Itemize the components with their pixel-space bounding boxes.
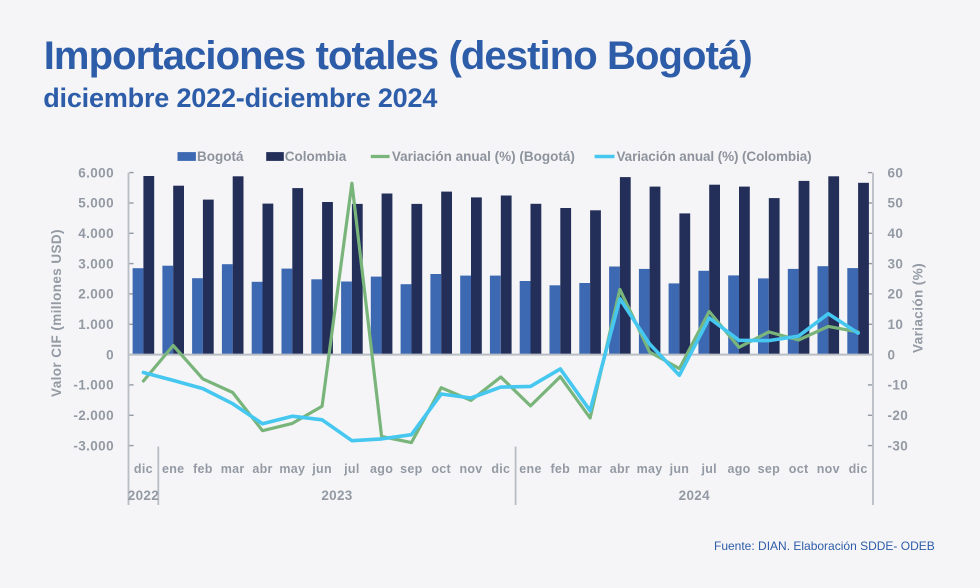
svg-text:mar: mar xyxy=(578,462,602,476)
svg-text:dic: dic xyxy=(134,462,153,476)
svg-text:-2.000: -2.000 xyxy=(73,408,114,423)
svg-text:dic: dic xyxy=(849,462,868,476)
svg-text:-10: -10 xyxy=(888,378,909,393)
svg-text:ago: ago xyxy=(370,462,393,476)
svg-text:dic: dic xyxy=(491,462,510,476)
svg-text:Bogotá: Bogotá xyxy=(197,149,244,164)
svg-text:1.000: 1.000 xyxy=(78,317,114,332)
svg-text:jul: jul xyxy=(343,462,359,476)
svg-text:jun: jun xyxy=(669,462,690,476)
svg-text:ene: ene xyxy=(162,462,184,476)
svg-text:sep: sep xyxy=(400,462,423,476)
svg-text:0: 0 xyxy=(888,347,896,362)
svg-text:ago: ago xyxy=(727,462,750,476)
svg-text:-1.000: -1.000 xyxy=(73,378,114,393)
svg-text:2022: 2022 xyxy=(128,488,159,503)
svg-text:-3.000: -3.000 xyxy=(73,438,114,453)
svg-text:oct: oct xyxy=(789,462,809,476)
svg-text:nov: nov xyxy=(459,462,482,476)
svg-text:Valor CIF (millones USD): Valor CIF (millones USD) xyxy=(49,229,64,397)
svg-text:jun: jun xyxy=(311,462,332,476)
svg-text:feb: feb xyxy=(550,462,570,476)
svg-text:20: 20 xyxy=(888,287,904,302)
svg-text:6.000: 6.000 xyxy=(78,165,114,180)
svg-text:jul: jul xyxy=(700,462,716,476)
svg-text:2.000: 2.000 xyxy=(78,287,114,302)
svg-text:-20: -20 xyxy=(888,408,909,423)
svg-text:-30: -30 xyxy=(888,438,909,453)
svg-text:ene: ene xyxy=(519,462,541,476)
svg-text:2024: 2024 xyxy=(679,488,710,503)
svg-text:feb: feb xyxy=(193,462,213,476)
svg-text:nov: nov xyxy=(817,462,840,476)
svg-text:Variación anual (%) (Bogotá): Variación anual (%) (Bogotá) xyxy=(392,149,575,164)
svg-text:10: 10 xyxy=(888,317,904,332)
svg-text:may: may xyxy=(279,462,305,476)
svg-text:0: 0 xyxy=(106,347,114,362)
svg-text:Variación (%): Variación (%) xyxy=(911,263,926,353)
svg-text:4.000: 4.000 xyxy=(78,226,114,241)
svg-text:Colombia: Colombia xyxy=(285,149,347,164)
svg-text:may: may xyxy=(637,462,663,476)
svg-text:3.000: 3.000 xyxy=(78,256,114,271)
svg-text:mar: mar xyxy=(221,462,245,476)
svg-text:sep: sep xyxy=(758,462,781,476)
svg-text:30: 30 xyxy=(888,256,904,271)
svg-text:abr: abr xyxy=(252,462,272,476)
svg-text:5.000: 5.000 xyxy=(78,196,114,211)
svg-text:2023: 2023 xyxy=(321,488,352,503)
svg-text:60: 60 xyxy=(888,165,904,180)
svg-text:50: 50 xyxy=(888,196,904,211)
svg-text:abr: abr xyxy=(610,462,630,476)
svg-text:40: 40 xyxy=(888,226,904,241)
svg-text:Variación anual (%) (Colombia): Variación anual (%) (Colombia) xyxy=(617,149,812,164)
svg-text:oct: oct xyxy=(431,462,451,476)
